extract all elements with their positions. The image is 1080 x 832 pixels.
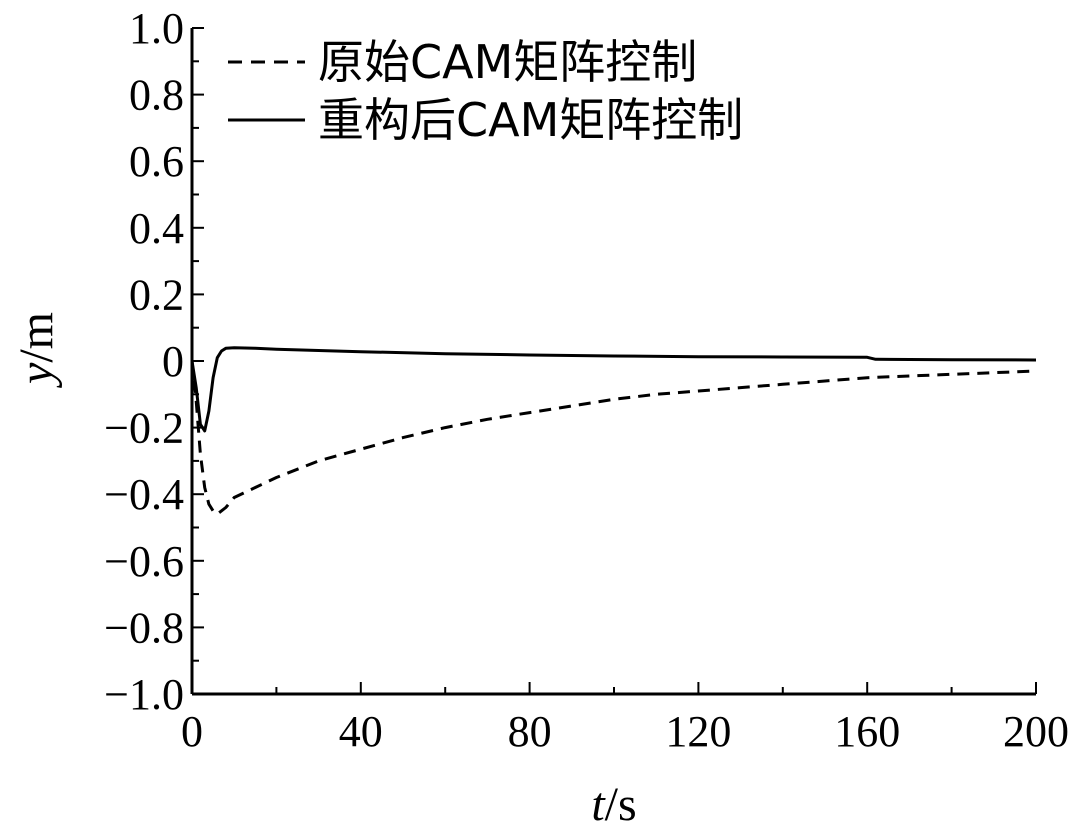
y-tick-label: 0.4 — [129, 204, 184, 253]
y-axis-unit: /m — [10, 312, 63, 363]
x-tick-label: 0 — [181, 707, 203, 756]
x-tick-label: 160 — [834, 707, 900, 756]
y-tick-label: −0.2 — [104, 404, 184, 453]
legend-label-reconstructed: 重构后CAM矩阵控制 — [318, 93, 743, 147]
x-tick-label: 80 — [508, 707, 552, 756]
y-tick-label: 0.2 — [129, 270, 184, 319]
legend: 原始CAM矩阵控制 重构后CAM矩阵控制 — [228, 35, 743, 147]
x-tick-label: 40 — [339, 707, 383, 756]
y-tick-label: 0 — [162, 337, 184, 386]
y-tick-label: −1.0 — [104, 670, 184, 719]
series-line-original — [190, 360, 1037, 516]
x-axis-title: t/s — [591, 778, 636, 831]
series-line-reconstructed — [190, 346, 1037, 433]
y-axis-title: y/m — [10, 312, 63, 389]
y-tick-label: −0.8 — [104, 603, 184, 652]
chart-series — [190, 346, 1037, 516]
y-axis-variable: y — [10, 362, 63, 389]
y-tick-label: −0.4 — [104, 470, 184, 519]
y-tick-label: 0.6 — [129, 137, 184, 186]
x-tick-label: 120 — [665, 707, 731, 756]
y-tick-label: 1.0 — [129, 4, 184, 53]
x-axis-variable: t — [591, 778, 606, 831]
y-tick-label: −0.6 — [104, 537, 184, 586]
y-tick-label: 0.8 — [129, 71, 184, 120]
x-axis-unit: /s — [605, 778, 637, 831]
legend-label-original: 原始CAM矩阵控制 — [318, 35, 697, 89]
axis-ticks: 1.00.80.60.40.20−0.2−0.4−0.6−0.8−1.00 40 8… — [104, 4, 1069, 756]
x-tick-label: 200 — [1003, 707, 1069, 756]
